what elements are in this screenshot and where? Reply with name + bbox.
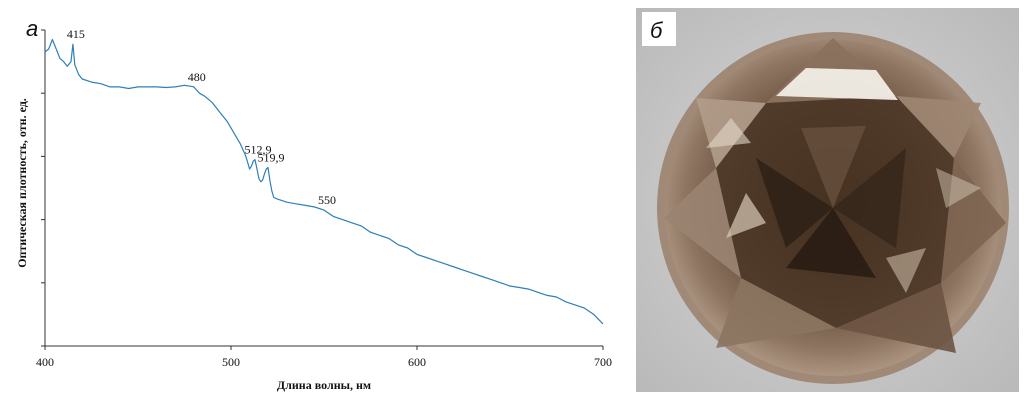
peak-annotation: 512,9	[244, 143, 271, 157]
panel-label-b: б	[650, 18, 664, 43]
peak-annotation: 415	[67, 27, 85, 41]
diamond-stone	[657, 32, 1009, 384]
y-axis-title: Оптическая плотность, отн. ед.	[15, 98, 29, 268]
peak-annotation: 550	[318, 193, 336, 207]
peak-annotation: 519,9	[258, 150, 285, 164]
x-tick-label: 400	[36, 355, 54, 369]
diamond-photo: б	[636, 8, 1019, 392]
peak-annotation: 480	[188, 70, 206, 84]
diamond-photo-panel: б	[636, 8, 1019, 392]
series-layer	[44, 38, 604, 325]
x-tick-label: 500	[222, 355, 240, 369]
panel-label-b-box	[642, 12, 676, 46]
spectrum-chart-panel: а 400 500 600 700 415 480 512,9 519,9 550 Длина…	[15, 16, 612, 392]
x-axis-title: Длина волны, нм	[277, 378, 371, 392]
panel-label-a: а	[26, 16, 38, 41]
chart-axes	[41, 29, 603, 347]
x-ticks: 400 500 600 700	[36, 346, 612, 369]
spectrum-line	[44, 38, 604, 325]
x-tick-label: 600	[408, 355, 426, 369]
x-tick-label: 700	[594, 355, 612, 369]
